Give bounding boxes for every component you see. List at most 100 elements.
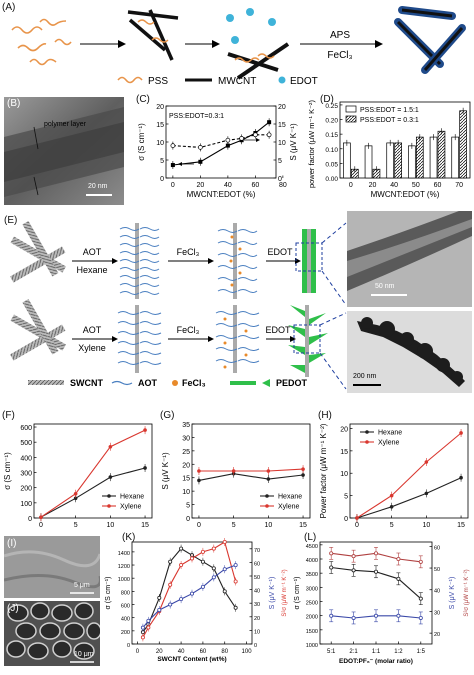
c-x-tick-label: 60: [251, 182, 259, 189]
k-point: [233, 563, 238, 568]
l-right-y-tick-label: 50: [434, 567, 440, 573]
g-y-tick-label: 0: [186, 516, 190, 523]
c-point: [170, 163, 175, 168]
sem-j-scale-label: 10 μm: [74, 651, 94, 658]
g-x-tick-label: 0: [197, 522, 201, 529]
h-legend-label: Hexane: [378, 430, 402, 437]
k-point: [190, 591, 195, 596]
h-y-tick-label: 15: [340, 449, 348, 456]
f-legend-marker: [107, 494, 111, 498]
h-x-tick-label: 10: [422, 522, 430, 529]
c-right-y-tick-label: 0: [278, 176, 282, 183]
d-x-tick-label: 50: [412, 182, 420, 189]
k-y3-axis-label: S²σ (μW m⁻¹ K⁻²): [282, 569, 288, 616]
l-x-tick-label: 2:1: [349, 649, 358, 655]
f-point: [108, 444, 113, 449]
l-point: [351, 554, 356, 559]
h-x-tick-label: 15: [457, 522, 465, 529]
l-y-tick-label: 3000: [306, 586, 318, 592]
legend-fecl3-swatch: [172, 380, 178, 386]
k-point: [179, 563, 184, 568]
g-y-tick-label: 30: [182, 435, 190, 442]
l-x-axis-label: EDOT:PF₆⁻ (molar ratio): [339, 658, 413, 665]
k-point: [168, 582, 173, 587]
legend-swcnt: SWCNT: [70, 378, 103, 388]
l-right-y-tick-label: 40: [434, 589, 440, 595]
l-point: [374, 613, 379, 618]
k-point: [140, 625, 145, 630]
k-point: [200, 584, 205, 589]
l-y-tick-label: 4000: [306, 558, 318, 564]
tem-xylene-scale-label: 200 nm: [353, 373, 377, 380]
l-point: [329, 565, 334, 570]
panel-g: (G) 0 5 10 15 0 5 10 15 20 25 30 35 S (μV K⁻¹) Hexane…: [158, 410, 316, 532]
g-legend-marker: [265, 504, 269, 508]
d-legend-swatch-2: [345, 115, 357, 123]
f-series-line-1: [40, 429, 146, 518]
e-row1-edot: EDOT: [267, 247, 293, 257]
panel-a-scheme: APS FeCl₃ PSS MWCNT EDOT: [11, 6, 466, 87]
k-point: [222, 567, 227, 572]
k-y-axis-label: σ (S cm⁻¹): [105, 577, 112, 610]
sem-i-scale-label: 5 μm: [74, 582, 90, 589]
swcnt-bundle-2: [10, 299, 66, 361]
f-x-tick-label: 15: [141, 522, 149, 529]
legend-pss: PSS: [148, 76, 168, 87]
panel-label-a: (A): [2, 2, 16, 13]
l-x-tick-label: 1:2: [394, 649, 403, 655]
sem-i-texture: [4, 536, 100, 598]
arrow-aps-label: APS: [330, 30, 350, 41]
e-row2-aot: AOT: [83, 325, 102, 335]
l-point: [396, 613, 401, 618]
f-x-tick-label: 10: [106, 522, 114, 529]
g-legend-label: Xylene: [278, 504, 300, 511]
c-series-line-0: [172, 121, 270, 166]
d-bar: [343, 142, 351, 179]
swcnt-bundle-1: [10, 221, 66, 283]
c-x-tick-label: 20: [196, 182, 204, 189]
l-y-tick-label: 3500: [306, 572, 318, 578]
k-x-tick-label: 80: [221, 649, 228, 655]
c-y-tick-label: 15: [156, 122, 164, 129]
c-y-tick-label: 10: [156, 140, 164, 147]
k-point: [200, 559, 205, 564]
k-point: [140, 635, 145, 640]
g-y-tick-label: 5: [186, 503, 190, 510]
k-y-tick-label: 200: [121, 630, 130, 636]
c-y-tick-label: 5: [160, 158, 164, 165]
tem-hexane-texture: [347, 211, 472, 307]
d-legend-swatch-1: [345, 105, 357, 113]
k-series-line-0: [142, 547, 237, 633]
k-point: [168, 602, 173, 607]
panel-label-k: (K): [122, 532, 136, 543]
k-right-y-tick-label: 30: [254, 602, 260, 608]
d-legend-label-1: PSS:EDOT = 1.5:1: [360, 107, 419, 114]
l-point: [329, 551, 334, 556]
g-x-tick-label: 10: [264, 522, 272, 529]
h-legend-marker: [365, 430, 369, 434]
f-point: [39, 515, 43, 520]
panel-j-sem-image: (J) 10 μm: [4, 601, 100, 666]
c-annotation: PSS:EDOT=0.3:1: [169, 113, 224, 120]
d-bar: [451, 136, 460, 179]
c-y-tick-label: 20: [156, 104, 164, 111]
f-legend-label: Xylene: [120, 504, 142, 511]
c-arrow-right-head: [256, 138, 260, 142]
panel-c: (C) 0 20 40 60 80 0 5 10 15 20 0 5 10 15 20 MWCNT:EDOT …: [126, 94, 302, 209]
c-x-tick-label: 40: [224, 182, 232, 189]
f-plot-frame: [33, 423, 153, 519]
fecl3-tube-2: [215, 305, 260, 373]
legend-pedot-swatch: [230, 381, 256, 385]
h-plot-frame: [349, 423, 469, 519]
g-point: [266, 469, 271, 473]
k-point: [157, 595, 162, 600]
g-point: [197, 469, 201, 473]
h-y-axis-label: Power factor (μW m⁻¹ K⁻²): [319, 423, 328, 518]
k-point: [179, 597, 184, 602]
h-point: [459, 431, 463, 435]
h-y-tick-label: 10: [340, 471, 348, 478]
f-y-tick-label: 400: [20, 455, 32, 462]
e-row1-solvent: Hexane: [76, 265, 107, 275]
k-x-axis-label: SWCNT Content (wt%): [157, 656, 226, 663]
f-y-tick-label: 200: [20, 486, 32, 493]
